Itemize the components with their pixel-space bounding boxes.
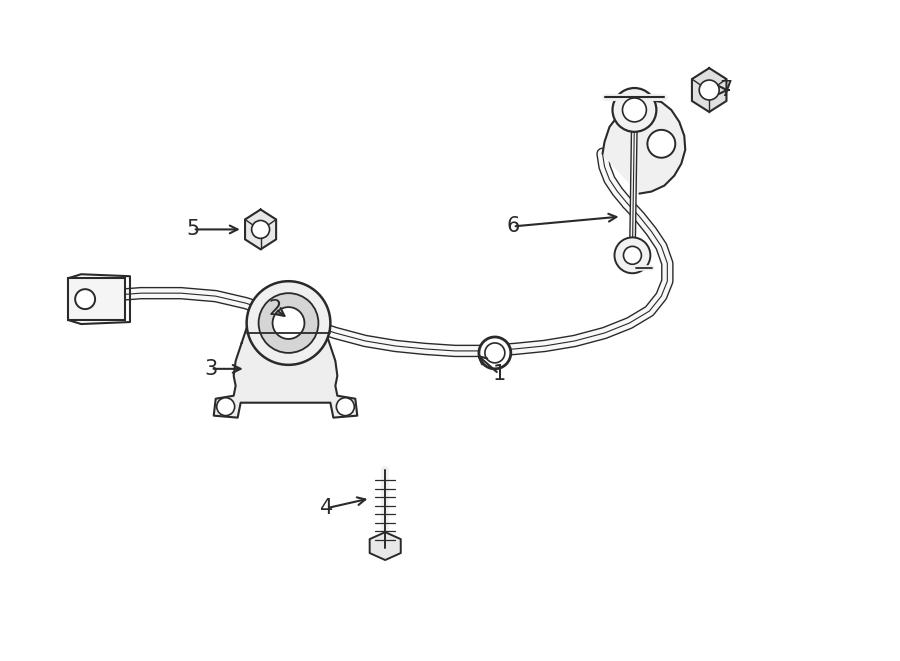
- Text: 2: 2: [269, 299, 283, 319]
- Circle shape: [613, 88, 656, 132]
- Polygon shape: [213, 306, 357, 418]
- Circle shape: [247, 281, 330, 365]
- Polygon shape: [68, 278, 125, 320]
- Circle shape: [615, 237, 651, 273]
- Text: 3: 3: [204, 359, 218, 379]
- Circle shape: [485, 343, 505, 363]
- Circle shape: [252, 221, 270, 239]
- Text: 5: 5: [186, 219, 200, 239]
- Text: 7: 7: [719, 80, 733, 100]
- Polygon shape: [370, 532, 400, 560]
- Circle shape: [217, 398, 235, 416]
- Polygon shape: [602, 100, 685, 194]
- Polygon shape: [692, 68, 726, 112]
- Polygon shape: [245, 210, 276, 249]
- Circle shape: [273, 307, 304, 339]
- Circle shape: [337, 398, 355, 416]
- Circle shape: [624, 247, 642, 264]
- Circle shape: [479, 337, 511, 369]
- Text: 1: 1: [492, 364, 506, 384]
- Text: 6: 6: [506, 216, 519, 237]
- Circle shape: [699, 80, 719, 100]
- Text: 4: 4: [320, 498, 333, 518]
- Circle shape: [623, 98, 646, 122]
- Circle shape: [647, 130, 675, 158]
- Circle shape: [258, 293, 319, 353]
- Circle shape: [76, 289, 95, 309]
